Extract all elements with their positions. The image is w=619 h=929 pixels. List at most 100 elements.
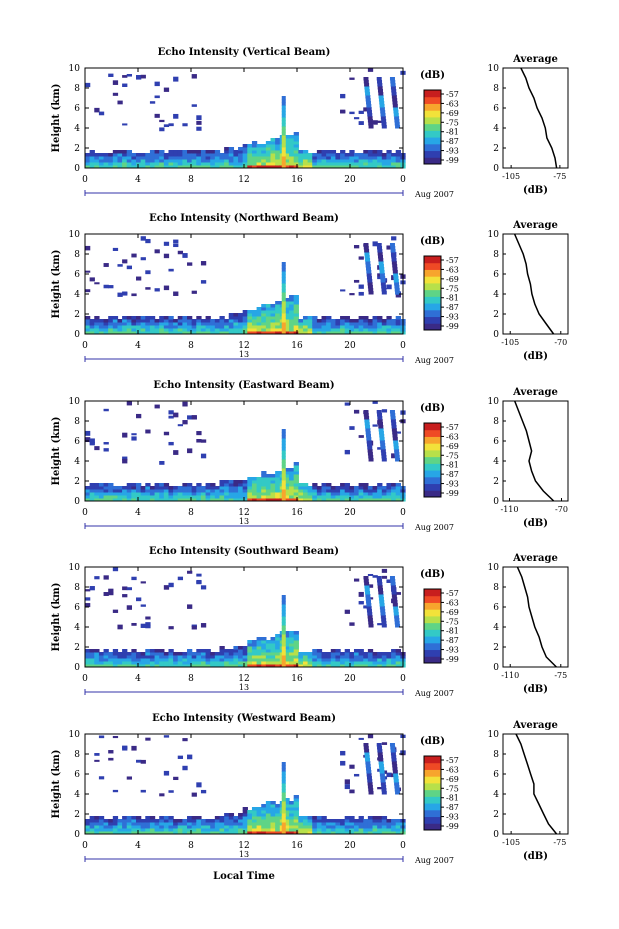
profile-line <box>513 233 555 335</box>
colorbar-tick-label: -75 <box>446 118 459 127</box>
x-tick-label: 4 <box>135 341 141 351</box>
profile-y-tick-label: 8 <box>493 583 499 593</box>
date-label: Aug 2007 <box>414 856 454 865</box>
date-center-label: 13 <box>239 683 249 692</box>
x-axis-label: Local Time <box>213 871 275 882</box>
colorbar-segment <box>424 269 441 277</box>
y-tick-label: 6 <box>74 270 80 280</box>
y-tick-label: 2 <box>74 310 80 320</box>
profile-x-tick-label: -110 <box>501 505 519 514</box>
x-tick-label: 0 <box>82 841 88 851</box>
colorbar-segment <box>424 123 441 131</box>
profile-y-tick-label: 4 <box>493 124 499 134</box>
y-axis-label: Height (km) <box>51 417 62 486</box>
x-tick-label: 0 <box>82 674 88 684</box>
date-label: Aug 2007 <box>414 689 454 698</box>
panel-0: Echo Intensity (Vertical Beam) 0 2 4 6 8 10 Hei… <box>51 47 569 199</box>
x-tick-label: 8 <box>188 841 194 851</box>
x-tick-label: 20 <box>344 841 356 851</box>
y-tick-label: 10 <box>69 64 81 74</box>
colorbar-segment <box>424 823 441 831</box>
profile-xlabel: (dB) <box>523 351 548 362</box>
profile-x-tick-label: -70 <box>554 338 567 347</box>
colorbar-unit: (dB) <box>420 403 445 414</box>
profile-y-tick-label: 10 <box>488 397 500 407</box>
heatmap-cells <box>85 401 406 502</box>
date-center-label: 13 <box>239 350 249 359</box>
colorbar-frame <box>423 755 442 831</box>
profile-title: Average <box>512 220 558 231</box>
colorbar-tick-label: -87 <box>446 636 459 645</box>
profile-y-tick-label: 6 <box>493 437 499 447</box>
x-tick-label: 20 <box>344 508 356 518</box>
colorbar-tick-label: -63 <box>446 765 459 774</box>
profile-title: Average <box>512 387 558 398</box>
x-tick-label: 0 <box>82 175 88 185</box>
colorbar-segment <box>424 316 441 324</box>
colorbar-segment <box>424 483 441 491</box>
profile-line <box>515 733 558 835</box>
y-tick-label: 8 <box>74 250 80 260</box>
colorbar-tick-label: -81 <box>446 128 459 137</box>
colorbar-tick-label: -69 <box>446 275 459 284</box>
profile-frame <box>502 67 569 169</box>
y-tick-label: 8 <box>74 750 80 760</box>
y-tick-label: 2 <box>74 144 80 154</box>
colorbar-segment <box>424 816 441 824</box>
y-tick-label: 4 <box>74 457 80 467</box>
colorbar-tick-label: -63 <box>446 598 459 607</box>
profile-frame <box>502 233 569 335</box>
date-label: Aug 2007 <box>414 523 454 532</box>
colorbar-segment <box>424 809 441 818</box>
colorbar-frame <box>423 89 442 165</box>
colorbar-tick-label: -81 <box>446 294 459 303</box>
panel-title: Echo Intensity (Southward Beam) <box>149 546 339 557</box>
profile-x-tick-label: -105 <box>502 838 520 847</box>
colorbar-tick-label: -57 <box>446 256 459 265</box>
y-tick-label: 6 <box>74 437 80 447</box>
y-tick-label: 8 <box>74 417 80 427</box>
profile-y-tick-label: 4 <box>493 457 499 467</box>
y-tick-label: 0 <box>74 663 80 673</box>
colorbar-tick-label: -69 <box>446 775 459 784</box>
profile-xlabel: (dB) <box>523 185 548 196</box>
profile-y-tick-label: 6 <box>493 270 499 280</box>
profile-x-tick-label: -70 <box>555 505 568 514</box>
colorbar-segment <box>424 443 441 451</box>
colorbar-segment <box>424 276 441 284</box>
colorbar-tick-label: -99 <box>446 822 459 831</box>
profile-line <box>520 67 558 169</box>
colorbar-tick-label: -63 <box>446 432 459 441</box>
colorbar-segment <box>424 656 441 664</box>
colorbar-tick-label: -81 <box>446 627 459 636</box>
x-tick-label: 0 <box>82 508 88 518</box>
profile-x-tick-label: -105 <box>502 172 520 181</box>
y-tick-label: 2 <box>74 810 80 820</box>
panel-1: Echo Intensity (Northward Beam) 0 2 4 6 8 10 He… <box>51 213 569 365</box>
panel-2: Echo Intensity (Eastward Beam) 0 2 4 6 8 10 Hei… <box>51 380 569 532</box>
colorbar-tick-label: -63 <box>446 265 459 274</box>
y-tick-label: 10 <box>69 230 81 240</box>
colorbar-segment <box>424 303 441 311</box>
profile-y-tick-label: 8 <box>493 417 499 427</box>
colorbar-segment <box>424 629 441 637</box>
x-tick-label: 4 <box>135 175 141 185</box>
panel-title: Echo Intensity (Westward Beam) <box>152 713 336 724</box>
colorbar-tick-label: -99 <box>446 156 459 165</box>
colorbar-segment <box>424 622 441 630</box>
colorbar-segment <box>424 282 441 291</box>
profile-line <box>516 566 557 668</box>
colorbar-tick-label: -69 <box>446 109 459 118</box>
x-tick-label: 16 <box>291 674 303 684</box>
colorbar-segment <box>424 96 441 104</box>
y-tick-label: 8 <box>74 84 80 94</box>
colorbar-segment <box>424 649 441 657</box>
x-tick-label: 12 <box>238 341 249 351</box>
profile-title: Average <box>512 54 558 65</box>
colorbar-segment <box>424 789 441 797</box>
colorbar-frame <box>423 255 442 331</box>
profile-frame <box>502 733 569 835</box>
y-tick-label: 10 <box>69 730 81 740</box>
colorbar-tick-label: -99 <box>446 322 459 331</box>
y-tick-label: 0 <box>74 497 80 507</box>
